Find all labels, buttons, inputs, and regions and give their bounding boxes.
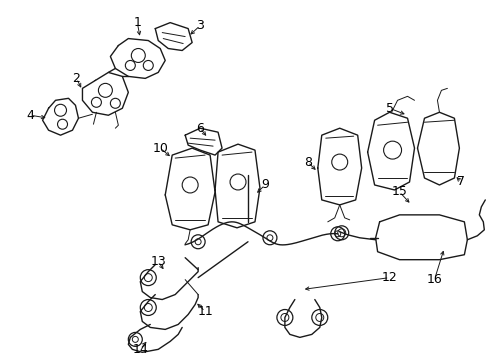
Text: 14: 14	[132, 343, 148, 356]
Text: 6: 6	[196, 122, 203, 135]
Polygon shape	[417, 112, 458, 185]
Text: 7: 7	[456, 175, 465, 189]
Text: 2: 2	[72, 72, 80, 85]
Text: 5: 5	[385, 102, 393, 115]
Text: 16: 16	[426, 273, 442, 286]
Polygon shape	[185, 128, 222, 155]
Polygon shape	[375, 215, 467, 260]
Polygon shape	[215, 144, 260, 228]
Polygon shape	[82, 72, 128, 115]
Text: 13: 13	[150, 255, 166, 268]
Text: 4: 4	[27, 109, 35, 122]
Polygon shape	[165, 148, 215, 230]
Text: 8: 8	[303, 156, 311, 168]
Polygon shape	[317, 128, 361, 205]
Text: 9: 9	[261, 179, 268, 192]
Text: 3: 3	[196, 19, 203, 32]
Text: 10: 10	[152, 141, 168, 155]
Text: 1: 1	[133, 16, 141, 29]
Text: 12: 12	[381, 271, 397, 284]
Polygon shape	[155, 23, 192, 50]
Polygon shape	[110, 39, 165, 78]
Text: 11: 11	[197, 305, 213, 318]
Polygon shape	[367, 112, 414, 190]
Text: 15: 15	[391, 185, 407, 198]
Polygon shape	[42, 98, 78, 135]
